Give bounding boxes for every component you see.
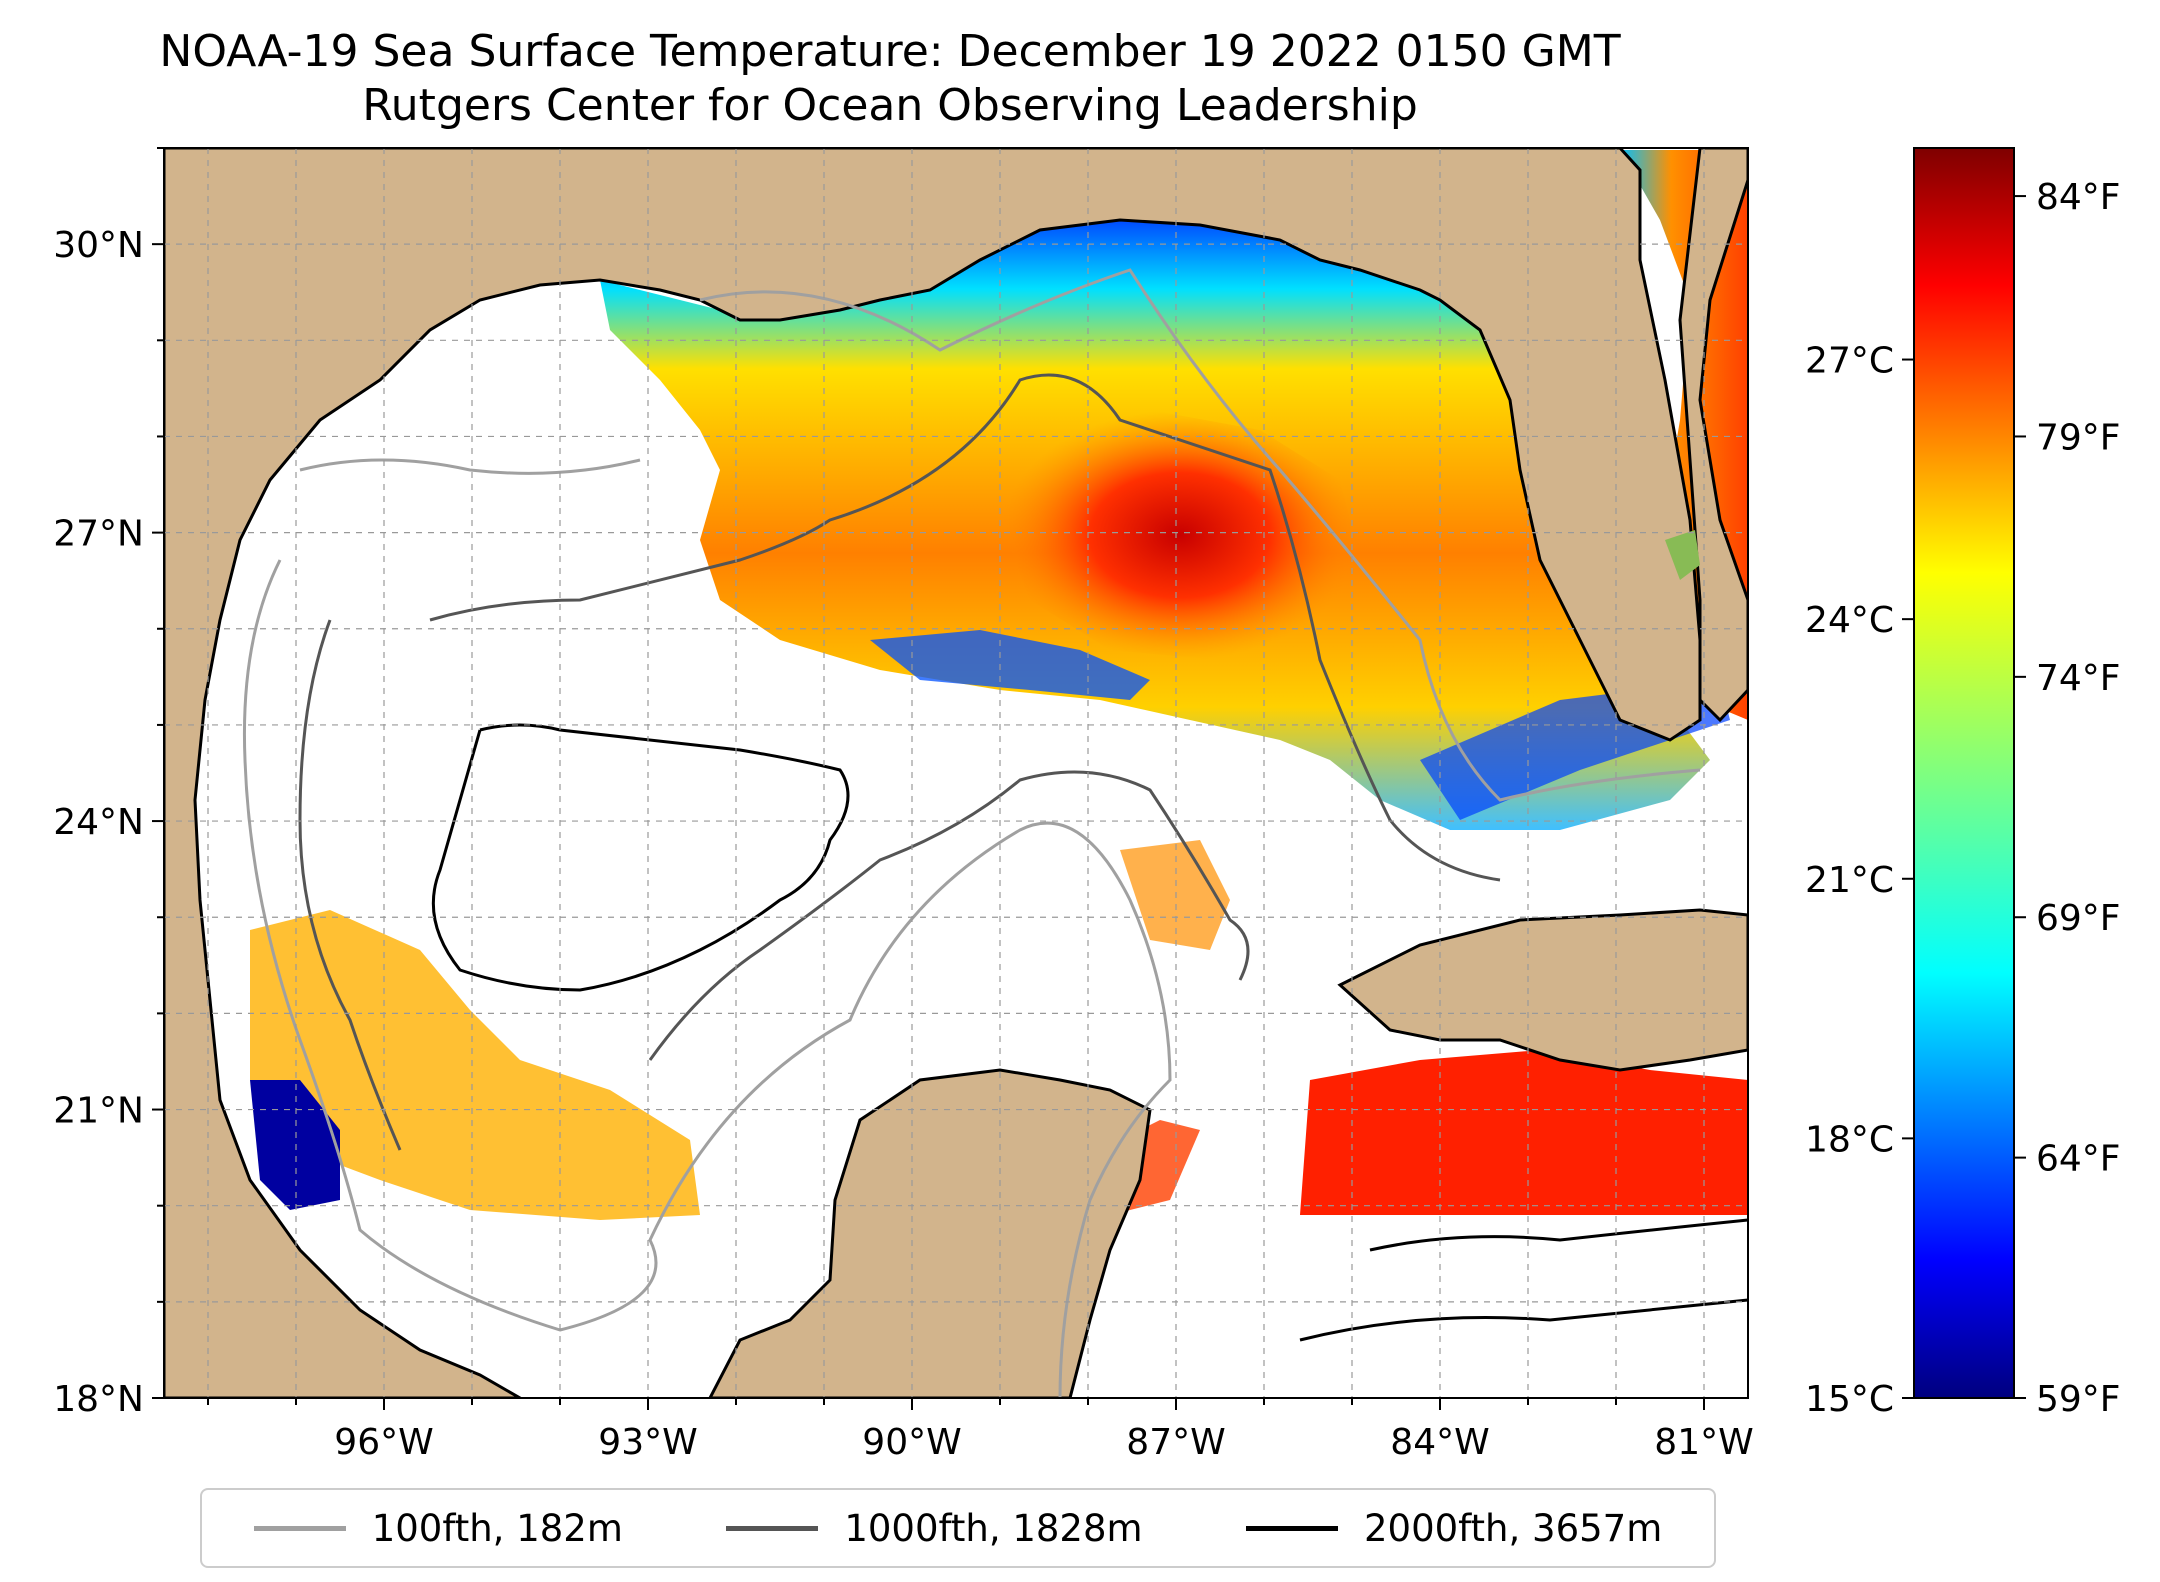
legend-label-100fth: 100fth, 182m: [371, 1506, 623, 1550]
legend-item-100fth: 100fth, 182m: [253, 1506, 623, 1550]
contour-1000fth: [298, 373, 1501, 1151]
fahrenheit-tick-label: 79°F: [2036, 417, 2121, 458]
y-tick-label: 30°N: [53, 225, 144, 266]
fahrenheit-tick-label: 59°F: [2036, 1379, 2121, 1420]
legend-item-2000fth: 2000fth, 3657m: [1246, 1507, 1662, 1550]
x-tick-label: 84°W: [1390, 1422, 1489, 1463]
fahrenheit-tick-label: 64°F: [2036, 1139, 2121, 1180]
legend-item-1000fth: 1000fth, 1828m: [726, 1506, 1143, 1550]
x-tick-label: 81°W: [1654, 1422, 1753, 1463]
colorbar-fahrenheit-ticks: 84°F 79°F 74°F 69°F 64°F 59°F: [2014, 177, 2121, 1420]
y-tick-label: 27°N: [53, 514, 144, 555]
x-tick-label: 87°W: [1126, 1422, 1225, 1463]
map-area: [164, 148, 1748, 1398]
sst-bay-of-campeche-cold: [250, 1080, 340, 1210]
legend-label-1000fth: 1000fth, 1828m: [844, 1506, 1143, 1550]
legend-swatch-1000fth: [726, 1525, 819, 1531]
contour-legend: 100fth, 182m 1000fth, 1828m 2000fth, 365…: [200, 1488, 1716, 1568]
sst-southwest-patch: [250, 910, 700, 1220]
map-subtitle: Rutgers Center for Ocean Observing Leade…: [362, 80, 1418, 131]
land-cuba: [1337, 908, 1748, 1072]
y-tick-label: 24°N: [53, 802, 144, 843]
map-frame: [163, 147, 1749, 1399]
colorbar: [1913, 147, 2015, 1399]
sst-mid-gulf-patch: [1120, 840, 1230, 950]
fahrenheit-tick-label: 69°F: [2036, 898, 2121, 939]
land-us-mexico-north: [164, 148, 1702, 1398]
celsius-tick-label: 24°C: [1805, 600, 1894, 641]
sst-cool-band: [870, 630, 1150, 700]
longitude-ticks: 96°W 93°W 90°W 87°W 84°W 81°W: [207, 1398, 1754, 1463]
celsius-tick-label: 18°C: [1805, 1119, 1894, 1160]
land-yucatan-peninsula: [708, 1068, 1152, 1398]
x-tick-label: 96°W: [334, 1422, 433, 1463]
x-tick-label: 93°W: [598, 1422, 697, 1463]
gridlines: [164, 148, 1748, 1398]
fahrenheit-tick-label: 84°F: [2036, 177, 2121, 218]
latitude-ticks: 30°N 27°N 24°N 21°N 18°N: [53, 147, 164, 1420]
contour-2000fth: [431, 723, 1748, 1342]
land-lake-okeechobee: [1665, 530, 1700, 580]
fahrenheit-tick-label: 74°F: [2036, 658, 2121, 699]
colorbar-celsius-ticks: 27°C 24°C 21°C 18°C 15°C: [1805, 341, 1914, 1420]
x-tick-label: 90°W: [862, 1422, 961, 1463]
contour-100fth: [242, 268, 1701, 1398]
land-florida-peninsula: [1678, 148, 1748, 723]
legend-label-2000fth: 2000fth, 3657m: [1364, 1506, 1663, 1550]
bathymetry-contours: [242, 268, 1748, 1398]
land-layer: [164, 148, 1748, 1398]
map-title: NOAA-19 Sea Surface Temperature: Decembe…: [159, 26, 1621, 77]
celsius-tick-label: 15°C: [1805, 1379, 1894, 1420]
y-tick-label: 18°N: [53, 1379, 144, 1420]
celsius-tick-label: 21°C: [1805, 860, 1894, 901]
legend-swatch-100fth: [253, 1525, 346, 1531]
legend-swatch-2000fth: [1246, 1525, 1339, 1531]
y-tick-label: 21°N: [53, 1091, 144, 1132]
celsius-tick-label: 27°C: [1805, 341, 1894, 382]
sst-caribbean-patch: [1300, 1050, 1748, 1215]
